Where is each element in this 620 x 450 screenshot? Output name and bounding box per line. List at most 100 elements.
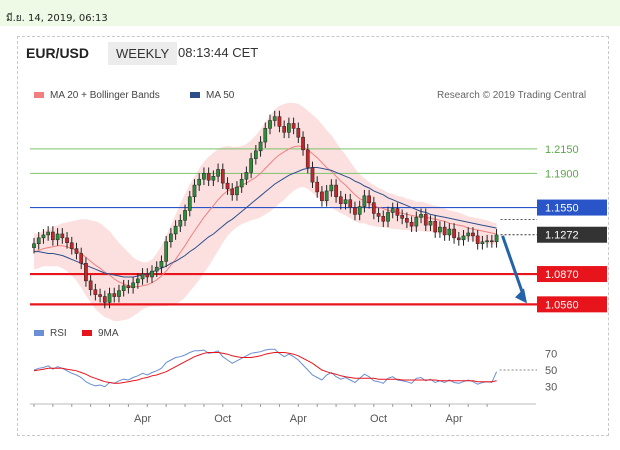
ma9-label: 9MA	[98, 328, 119, 339]
legend-ma20: MA 20 + Bollinger Bands	[34, 90, 160, 101]
candle-body	[117, 290, 121, 297]
candle-body	[371, 202, 376, 214]
candle-body	[74, 248, 79, 254]
candle-body	[386, 212, 390, 222]
ma9-swatch	[82, 330, 92, 337]
timeframe-button[interactable]: WEEKLY	[108, 42, 178, 65]
rsi-label: RSI	[50, 328, 67, 339]
rsi-swatch	[34, 330, 44, 337]
candle-body	[150, 270, 154, 278]
timestamp: มี.ย. 14, 2019, 06:13	[6, 13, 108, 24]
candle-body	[183, 210, 187, 221]
legend-rsi: RSI	[34, 328, 67, 339]
candle-body	[348, 199, 353, 208]
date-bar: มี.ย. 14, 2019, 06:13	[0, 0, 620, 26]
candle-body	[390, 208, 395, 213]
candle-body	[36, 237, 41, 244]
candle-body	[452, 228, 456, 239]
candle-body	[126, 285, 131, 288]
rsi-tick-label: 30	[545, 382, 557, 394]
candle-body	[277, 116, 282, 127]
candle-body	[206, 173, 211, 181]
candle-body	[216, 169, 220, 177]
candle-body	[121, 285, 126, 291]
candle-body	[69, 242, 74, 249]
x-tick-label: Oct	[370, 413, 387, 425]
candle-body	[112, 293, 117, 297]
candle-body	[480, 241, 485, 244]
candle-body	[244, 172, 249, 180]
candle-body	[471, 232, 475, 237]
candle-body	[485, 240, 489, 243]
candle-body	[220, 169, 225, 184]
candle-body	[32, 243, 36, 248]
rsi-tick-label: 70	[545, 348, 557, 360]
candle-body	[475, 235, 480, 244]
candle-body	[419, 214, 423, 218]
candle-body	[423, 214, 428, 226]
candle-body	[107, 293, 112, 303]
candle-body	[272, 116, 277, 121]
candle-body	[291, 123, 296, 129]
candle-body	[367, 195, 371, 203]
level-label: 1.2150	[545, 144, 579, 156]
ma50-label: MA 50	[206, 90, 235, 101]
forecast-arrow	[501, 235, 525, 295]
candle-body	[433, 220, 438, 233]
level-label: 1.0870	[545, 269, 579, 281]
candle-body	[164, 241, 169, 262]
current-price-tag	[537, 226, 607, 243]
pair-label: EUR/USD	[26, 45, 90, 61]
candle-body	[60, 233, 65, 239]
candle-body	[428, 220, 433, 226]
candle-body	[442, 226, 447, 236]
candle-body	[362, 195, 367, 207]
candle-body	[55, 233, 60, 241]
candle-body	[258, 141, 263, 152]
candle-body	[84, 263, 88, 282]
candle-body	[197, 178, 202, 186]
ma20-swatch	[34, 92, 44, 99]
candle-body	[381, 216, 386, 222]
candle-body	[334, 184, 338, 198]
bollinger-band	[34, 102, 497, 322]
candle-body	[230, 188, 235, 196]
candle-body	[395, 208, 400, 216]
candle-body	[178, 220, 183, 227]
candle-body	[310, 167, 315, 183]
ma20-label: MA 20 + Bollinger Bands	[50, 90, 160, 101]
candle-body	[268, 120, 272, 129]
candle-body	[494, 234, 499, 243]
candle-body	[145, 273, 150, 278]
x-tick-label: Oct	[214, 413, 231, 425]
x-tick-label: Apr	[446, 413, 463, 425]
forecast-arrowhead	[515, 288, 527, 304]
candle-body	[320, 191, 324, 201]
candle-body	[187, 196, 192, 211]
candle-body	[253, 150, 258, 159]
level-label: 1.1900	[545, 168, 579, 180]
candle-body	[239, 178, 244, 188]
candle-body	[301, 136, 305, 151]
candle-body	[405, 218, 409, 223]
candle-body	[169, 233, 173, 243]
candle-body	[211, 176, 216, 181]
candle-body	[131, 282, 135, 288]
candle-body	[159, 261, 164, 268]
candle-body	[489, 240, 494, 243]
candle-body	[263, 128, 268, 143]
candle-body	[46, 231, 51, 236]
x-tick-label: Apr	[134, 413, 151, 425]
candle-body	[287, 123, 291, 133]
candle-body	[353, 207, 357, 215]
candle-body	[51, 231, 55, 241]
clock-label: 08:13:44 CET	[178, 45, 259, 60]
candle-body	[41, 234, 46, 239]
candle-body	[65, 237, 69, 244]
candle-body	[102, 296, 107, 303]
candle-body	[173, 225, 178, 235]
candle-body	[343, 199, 348, 204]
candle-body	[93, 289, 98, 295]
candle-body	[315, 181, 320, 193]
